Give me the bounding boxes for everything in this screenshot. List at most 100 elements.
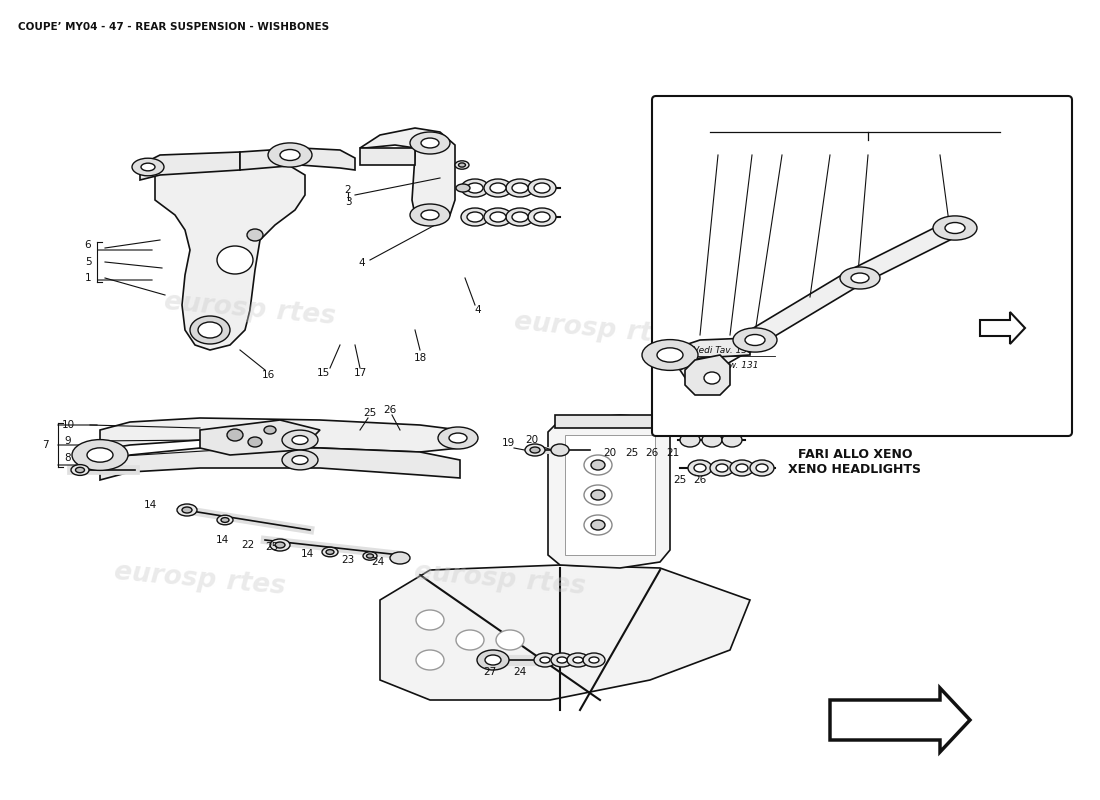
Text: 23: 23	[341, 555, 354, 565]
Text: 3: 3	[344, 197, 351, 207]
Ellipse shape	[704, 372, 720, 384]
Ellipse shape	[366, 554, 374, 558]
Ellipse shape	[248, 437, 262, 447]
Ellipse shape	[456, 630, 484, 650]
Ellipse shape	[722, 433, 742, 447]
Ellipse shape	[583, 653, 605, 667]
Ellipse shape	[710, 460, 734, 476]
Ellipse shape	[540, 657, 550, 663]
Ellipse shape	[132, 158, 164, 176]
Text: 19: 19	[502, 438, 515, 448]
Polygon shape	[360, 148, 415, 165]
Text: 25: 25	[746, 427, 759, 437]
Text: 11: 11	[711, 143, 725, 153]
Polygon shape	[565, 435, 654, 555]
Ellipse shape	[416, 610, 444, 630]
Text: 25: 25	[673, 475, 686, 485]
Ellipse shape	[534, 183, 550, 193]
Text: 25: 25	[626, 448, 639, 458]
Ellipse shape	[282, 430, 318, 450]
Ellipse shape	[688, 460, 712, 476]
Ellipse shape	[275, 542, 285, 548]
Ellipse shape	[530, 447, 540, 453]
Ellipse shape	[730, 460, 754, 476]
Text: 16: 16	[262, 370, 275, 380]
Ellipse shape	[584, 515, 612, 535]
Ellipse shape	[584, 485, 612, 505]
Ellipse shape	[851, 273, 869, 283]
Polygon shape	[240, 148, 355, 170]
Ellipse shape	[477, 650, 509, 670]
Ellipse shape	[484, 179, 512, 197]
Text: 9: 9	[65, 436, 72, 446]
Text: 2: 2	[344, 185, 351, 195]
Ellipse shape	[657, 348, 683, 362]
Ellipse shape	[217, 246, 253, 274]
Text: 17: 17	[353, 368, 366, 378]
Text: XENO HEADLIGHTS: XENO HEADLIGHTS	[789, 463, 922, 476]
Ellipse shape	[248, 229, 263, 241]
Ellipse shape	[496, 630, 524, 650]
Text: 8: 8	[65, 453, 72, 463]
Ellipse shape	[534, 212, 550, 222]
Ellipse shape	[642, 339, 698, 370]
Ellipse shape	[190, 316, 230, 344]
Ellipse shape	[416, 650, 444, 670]
Text: eurosp  rtes: eurosp rtes	[163, 290, 337, 330]
Polygon shape	[980, 312, 1025, 344]
Ellipse shape	[459, 163, 465, 167]
Ellipse shape	[736, 464, 748, 472]
Ellipse shape	[141, 163, 155, 171]
Ellipse shape	[390, 552, 410, 564]
Text: 14: 14	[143, 500, 156, 510]
Text: 24: 24	[514, 667, 527, 677]
Text: 27: 27	[483, 667, 496, 677]
Ellipse shape	[227, 429, 243, 441]
Ellipse shape	[528, 179, 556, 197]
Ellipse shape	[484, 208, 512, 226]
Ellipse shape	[363, 552, 377, 560]
Text: FARI ALLO XENO: FARI ALLO XENO	[798, 448, 912, 461]
Text: 14: 14	[216, 535, 229, 545]
Ellipse shape	[745, 334, 764, 346]
Ellipse shape	[512, 183, 528, 193]
Polygon shape	[556, 415, 670, 428]
Text: 21: 21	[667, 448, 680, 458]
Ellipse shape	[182, 507, 192, 513]
Polygon shape	[379, 565, 750, 700]
Ellipse shape	[733, 328, 777, 352]
Text: 26: 26	[646, 448, 659, 458]
Ellipse shape	[512, 212, 528, 222]
Polygon shape	[360, 128, 455, 222]
Text: 9: 9	[865, 143, 871, 153]
Text: eurosp  rtes: eurosp rtes	[113, 559, 287, 601]
Ellipse shape	[410, 132, 450, 154]
Ellipse shape	[421, 210, 439, 220]
Ellipse shape	[87, 448, 113, 462]
Text: 5: 5	[85, 257, 91, 267]
Ellipse shape	[456, 184, 470, 192]
FancyBboxPatch shape	[652, 96, 1072, 436]
Polygon shape	[830, 688, 970, 752]
Text: 10: 10	[62, 420, 75, 430]
Text: 4: 4	[475, 305, 482, 315]
Ellipse shape	[461, 179, 490, 197]
Ellipse shape	[490, 212, 506, 222]
Ellipse shape	[221, 518, 229, 522]
Ellipse shape	[264, 426, 276, 434]
Text: 18: 18	[414, 353, 427, 363]
Ellipse shape	[485, 655, 501, 665]
Text: eurosp  rtes: eurosp rtes	[414, 559, 587, 601]
Text: 26: 26	[767, 427, 780, 437]
Ellipse shape	[945, 222, 965, 234]
Ellipse shape	[840, 267, 880, 289]
Text: 25: 25	[363, 408, 376, 418]
Ellipse shape	[468, 212, 483, 222]
Text: 22: 22	[241, 540, 254, 550]
Ellipse shape	[591, 520, 605, 530]
Text: 25: 25	[265, 542, 278, 552]
Text: 4: 4	[359, 258, 365, 268]
Text: 7: 7	[42, 440, 48, 450]
Text: 10: 10	[823, 143, 837, 153]
Ellipse shape	[702, 433, 722, 447]
